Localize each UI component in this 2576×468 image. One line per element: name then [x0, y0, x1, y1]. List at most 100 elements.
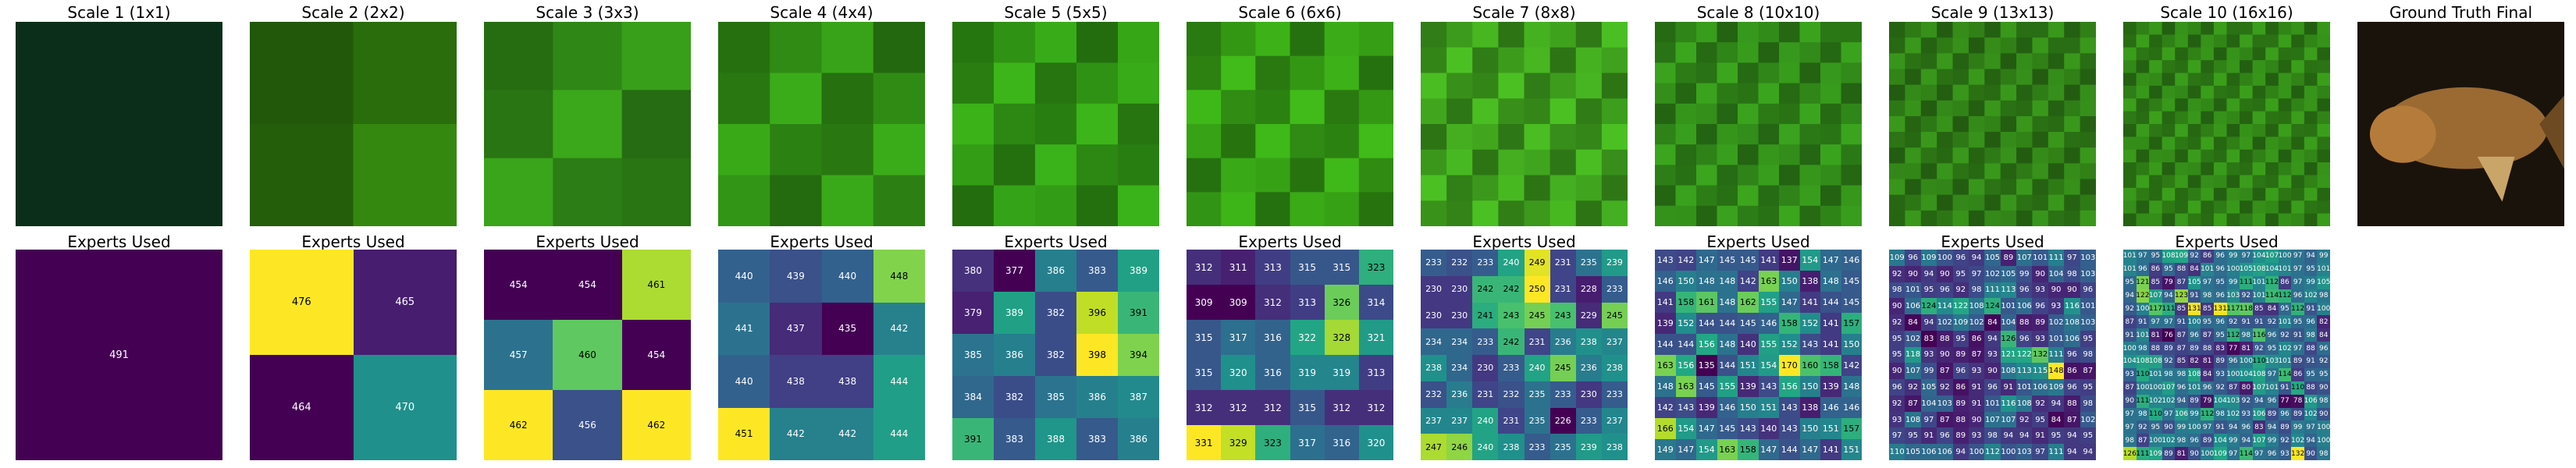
heatmap-cell: 312 — [1358, 390, 1393, 425]
heatmap-cell: 102 — [2149, 394, 2162, 408]
heatmap-cell: 233 — [1498, 355, 1525, 381]
heatmap-cell: 155 — [1758, 334, 1779, 355]
heatmap-cell: 108 — [2161, 250, 2176, 263]
heatmap-cell: 87 — [2123, 315, 2137, 329]
heatmap-cell: 230 — [1421, 275, 1447, 303]
heatmap-cell: 246 — [1446, 434, 1473, 460]
heatmap-cell: 94 — [2064, 427, 2080, 445]
heatmap-cell: 86 — [1952, 379, 1969, 395]
subplot-title: Scale 6 (6x6) — [1238, 3, 1342, 22]
heatmap-cell: 150 — [1675, 271, 1696, 292]
heatmap-cell: 237 — [1446, 407, 1473, 434]
heatmap-cell: 97 — [2252, 447, 2266, 460]
heatmap-cell: 126 — [2000, 330, 2017, 347]
heatmap-cell: 94 — [2175, 394, 2188, 408]
heatmap-cell: 88 — [2149, 342, 2162, 355]
heatmap-cell: 95 — [1889, 330, 1905, 347]
heatmap-cell: 88 — [2304, 381, 2318, 395]
heatmap-cell: 100 — [2317, 434, 2330, 448]
subplot-title: Scale 10 (16x16) — [2160, 3, 2293, 22]
heatmap-cell: 107 — [1984, 411, 2001, 428]
heatmap-cell: 230 — [1446, 302, 1473, 329]
heatmap-cell: 456 — [553, 390, 622, 460]
heatmap-cell: 152 — [1799, 313, 1820, 334]
heatmap-cell: 92 — [1889, 265, 1905, 282]
heatmap-cell: 102 — [1968, 314, 1985, 331]
heatmap-cell: 87 — [2175, 275, 2188, 289]
heatmap-cell: 91 — [2000, 379, 2017, 395]
heatmap-cell: 89 — [2000, 250, 2017, 266]
heatmap-cell: 101 — [2317, 262, 2330, 276]
heatmap-cell: 106 — [2016, 298, 2033, 315]
heatmap-cell: 96 — [1889, 379, 1905, 395]
heatmap-cell: 113 — [2016, 363, 2033, 380]
heatmap-cell: 389 — [1118, 250, 1159, 292]
heatmap-cell: 140 — [1758, 418, 1779, 439]
heatmap-cell: 101 — [2265, 381, 2279, 395]
heatmap-cell: 104 — [2000, 314, 2017, 331]
heatmap-cell: 234 — [1446, 328, 1473, 355]
heatmap-cell: 93 — [2240, 407, 2253, 421]
heatmap-cell: 98 — [2136, 407, 2150, 421]
heatmap-cell: 92 — [1889, 314, 1905, 331]
heatmap-cell: 98 — [2213, 407, 2227, 421]
heatmap-cell: 91 — [2136, 315, 2150, 329]
heatmap-cell: 435 — [821, 302, 873, 355]
heatmap-cell: 158 — [1820, 355, 1841, 376]
heatmap-cell: 100 — [2317, 420, 2330, 434]
heatmap-cell: 98 — [2136, 342, 2150, 355]
heatmap-cell: 91 — [2240, 315, 2253, 329]
subplot-title: Scale 8 (10x10) — [1696, 3, 1820, 22]
heatmap-cell: 152 — [1675, 313, 1696, 334]
heatmap-cell: 102 — [2161, 394, 2176, 408]
heatmap-cell: 96 — [2304, 315, 2318, 329]
heatmap-cell: 104 — [2123, 355, 2137, 368]
heatmap-cell: 142 — [1738, 271, 1759, 292]
heatmap-cell: 97 — [1889, 427, 1905, 445]
heatmap-cell: 96 — [2016, 282, 2033, 299]
heatmap-cell: 122 — [2016, 346, 2033, 363]
heatmap-cell: 100 — [2149, 381, 2162, 395]
heatmap-cell: 109 — [1889, 250, 1905, 266]
heatmap-cell: 107 — [2161, 381, 2176, 395]
heatmap-cell: 107 — [2252, 434, 2266, 448]
heatmap-cell: 105 — [2187, 275, 2201, 289]
heatmap-cell: 230 — [1575, 381, 1602, 408]
heatmap-cell: 235 — [1550, 434, 1576, 460]
heatmap-cell: 379 — [952, 292, 994, 334]
heatmap-cell: 99 — [2187, 407, 2201, 421]
heatmap-cell: 94 — [2252, 394, 2266, 408]
heatmap-cell: 229 — [1575, 302, 1602, 329]
heatmap-cell: 82 — [2317, 315, 2330, 329]
heatmap-cell: 462 — [484, 390, 553, 460]
heatmap-cell: 158 — [1738, 439, 1759, 460]
heatmap-cell: 97 — [2201, 275, 2214, 289]
heatmap-cell: 84 — [1984, 314, 2001, 331]
heatmap-cell: 92 — [2032, 395, 2048, 412]
heatmap-cell: 107 — [2016, 250, 2033, 266]
heatmap-cell: 110 — [2136, 367, 2150, 381]
heatmap-cell: 96 — [2265, 447, 2279, 460]
heatmap-cell: 100 — [2278, 250, 2292, 263]
heatmap-cell: 100 — [2201, 447, 2214, 460]
heatmap-cell: 89 — [2278, 420, 2292, 434]
heatmap-cell: 94 — [2265, 420, 2279, 434]
heatmap-cell: 102 — [2161, 434, 2176, 448]
heatmap-cell: 154 — [1799, 250, 1820, 271]
heatmap-cell: 464 — [250, 355, 354, 460]
heatmap-cell: 86 — [2064, 363, 2080, 380]
heatmap-cell: 92 — [2226, 315, 2240, 329]
heatmap-cell: 95 — [2149, 250, 2162, 263]
heatmap-cell: 145 — [1717, 250, 1738, 271]
heatmap-cell: 312 — [1187, 390, 1222, 425]
heatmap-cell: 94 — [1984, 330, 2001, 347]
heatmap-cell: 94 — [1920, 314, 1937, 331]
heatmap-cell: 154 — [1675, 418, 1696, 439]
experts-heatmap: 109 96 109 100 96 94 105 89 107 101 111 97 103 92 90 94… — [1889, 250, 2096, 460]
heatmap-cell: 98 — [1968, 282, 1985, 299]
heatmap-cell: 104 — [2213, 434, 2227, 448]
heatmap-cell: 383 — [1076, 250, 1118, 292]
heatmap-cell: 97 — [2291, 262, 2304, 276]
heatmap-cell: 158 — [1779, 313, 1800, 334]
heatmap-cell: 156 — [1779, 376, 1800, 397]
